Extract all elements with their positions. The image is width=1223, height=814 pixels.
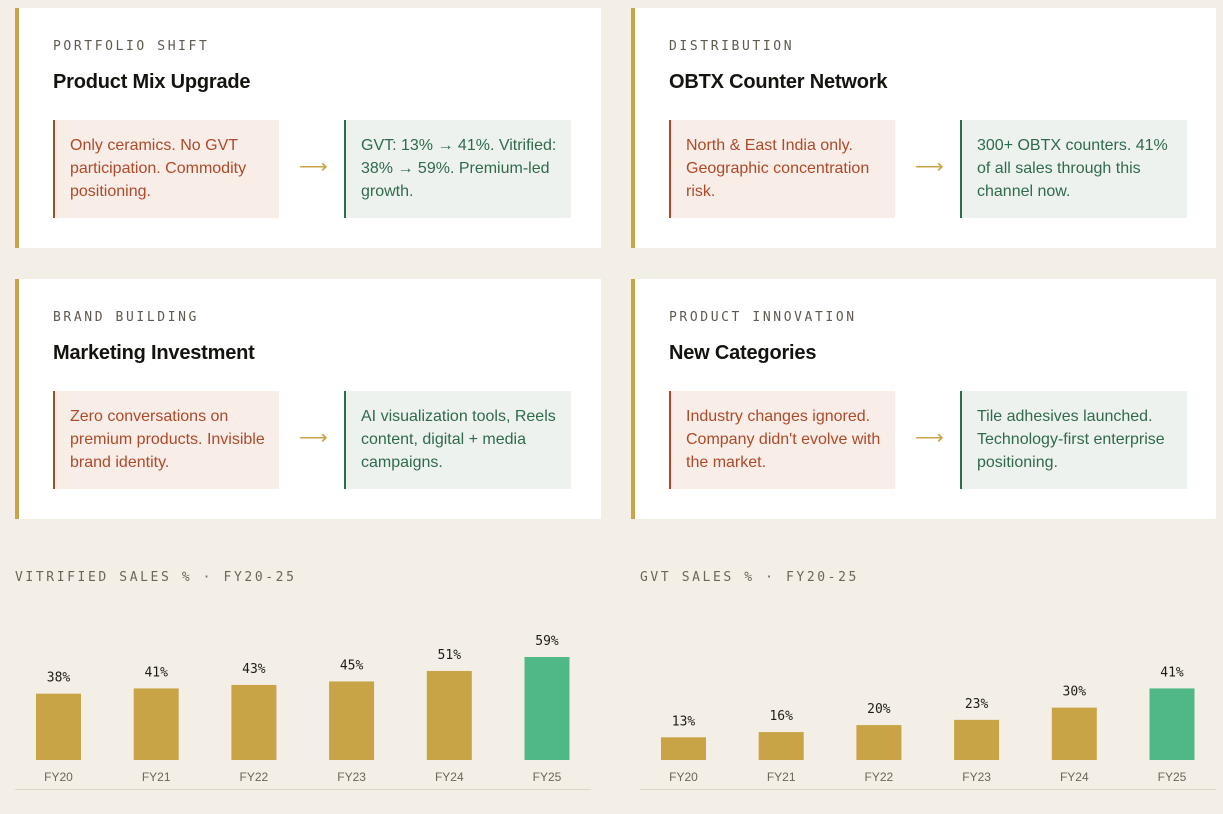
after-box: 300+ OBTX counters. 41% of all sales thr… [960,120,1187,218]
vitrified-chart-svg: 38% FY20 41% FY21 43% FY22 45% FY23 51% FY24 59% FY… [36,634,570,784]
data-label: 51% [438,648,462,663]
tick-label: FY25 [533,770,562,784]
before-box: Zero conversations on premium products. … [53,391,279,489]
tick-label: FY23 [962,770,991,784]
bar-fy23 [954,719,1000,760]
tick-label: FY24 [435,770,464,784]
card-title: Product Mix Upgrade [53,71,251,93]
gvt-chart-svg: 13% FY20 16% FY21 20% FY22 23% FY23 30% FY24 41% FY… [661,665,1195,784]
data-label: 16% [769,709,793,724]
tick-label: FY22 [865,770,894,784]
data-label: 41% [1160,665,1184,680]
bar-fy22 [856,725,902,760]
data-label: 20% [867,702,891,717]
card-eyebrow: DISTRIBUTION [669,39,795,54]
bar-fy24 [426,670,472,760]
tick-label: FY23 [337,770,366,784]
before-box: North & East India only. Geographic conc… [669,120,895,218]
bar-fy23 [329,681,375,760]
after-box: GVT: 13% → 41%. Vitrified: 38% → 59%. Pr… [344,120,571,218]
tick-label: FY25 [1158,770,1187,784]
bar-fy25 [524,657,570,760]
tick-label: FY21 [142,770,171,784]
tick-label: FY20 [669,770,698,784]
card-brand-building: BRAND BUILDING Marketing Investment Zero… [15,279,601,519]
data-label: 23% [965,697,989,712]
tick-label: FY24 [1060,770,1089,784]
bar-fy21 [758,732,804,760]
before-box: Industry changes ignored. Company didn't… [669,391,895,489]
card-product-innovation: PRODUCT INNOVATION New Categories Indust… [631,279,1216,519]
data-label: 43% [242,662,266,677]
bar-fy20 [661,737,706,760]
gvt-sales-chart: 13% FY20 16% FY21 20% FY22 23% FY23 30% FY24 41% FY… [640,600,1216,790]
tick-label: FY22 [240,770,269,784]
card-eyebrow: PORTFOLIO SHIFT [53,39,210,54]
arrow-right-icon: ⟶ [915,427,944,449]
card-title: New Categories [669,342,817,364]
card-eyebrow: PRODUCT INNOVATION [669,310,857,325]
bar-fy22 [231,684,277,760]
gvt-chart-title: GVT SALES % · FY20-25 [640,570,859,585]
before-box: Only ceramics. No GVT participation. Com… [53,120,279,218]
arrow-right-icon: ⟶ [299,156,328,178]
card-distribution: DISTRIBUTION OBTX Counter Network North … [631,8,1216,248]
chart-baseline [15,789,591,790]
data-label: 13% [672,714,696,729]
card-title: OBTX Counter Network [669,71,888,93]
bar-fy24 [1051,707,1097,760]
tick-label: FY20 [44,770,73,784]
tick-label: FY21 [767,770,796,784]
chart-baseline [640,789,1216,790]
bar-fy25 [1149,688,1195,760]
after-box: AI visualization tools, Reels content, d… [344,391,571,489]
bar-fy21 [133,688,179,760]
after-box: Tile adhesives launched. Technology-firs… [960,391,1187,489]
bar-fy20 [36,693,81,760]
data-label: 45% [340,658,364,673]
arrow-right-icon: ⟶ [299,427,328,449]
data-label: 38% [47,671,71,686]
card-portfolio-shift: PORTFOLIO SHIFT Product Mix Upgrade Only… [15,8,601,248]
data-label: 30% [1063,685,1087,700]
card-eyebrow: BRAND BUILDING [53,310,199,325]
data-label: 59% [535,634,559,649]
vitrified-chart-title: VITRIFIED SALES % · FY20-25 [15,570,297,585]
arrow-right-icon: ⟶ [915,156,944,178]
vitrified-sales-chart: 38% FY20 41% FY21 43% FY22 45% FY23 51% FY24 59% FY… [15,600,591,790]
data-label: 41% [144,665,168,680]
card-title: Marketing Investment [53,342,255,364]
